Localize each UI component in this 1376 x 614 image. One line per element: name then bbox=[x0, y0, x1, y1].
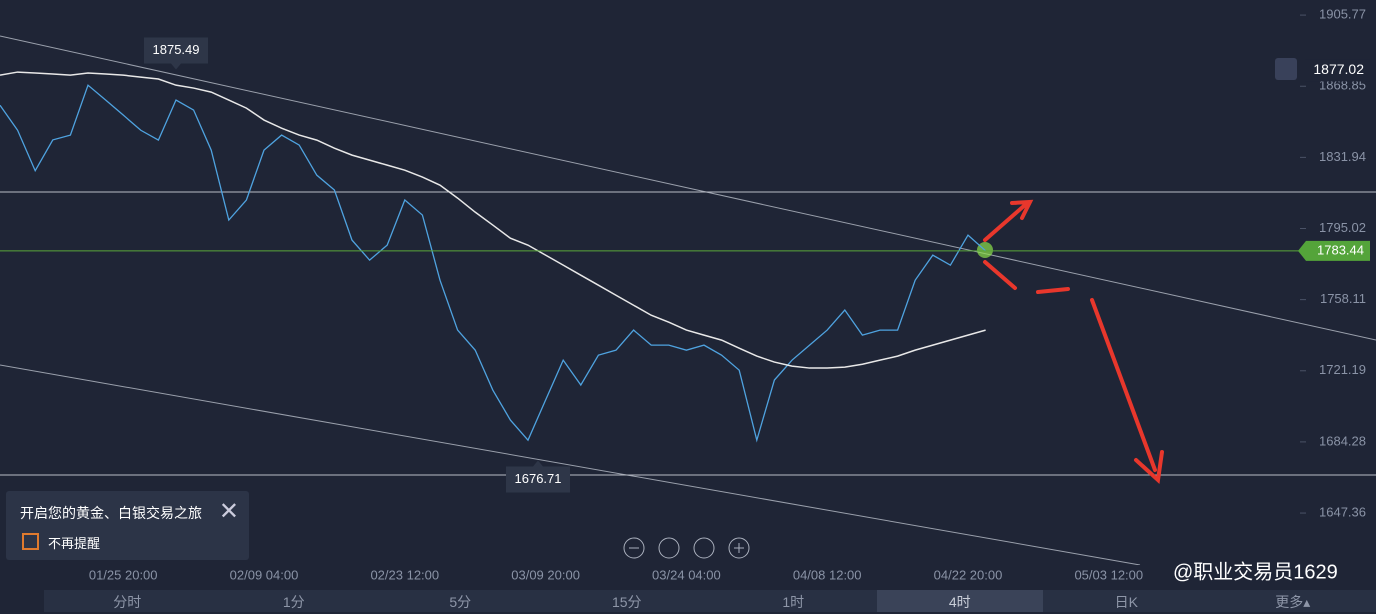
trend-line bbox=[0, 36, 1376, 340]
tab[interactable]: 5分 bbox=[377, 590, 544, 612]
close[interactable]: ✕ bbox=[219, 497, 239, 526]
tab[interactable]: 1时 bbox=[710, 590, 877, 612]
checkbox[interactable] bbox=[22, 533, 39, 550]
tab[interactable]: 1分 bbox=[211, 590, 378, 612]
current-price-label: 1783.44 bbox=[1317, 242, 1364, 257]
arrows bbox=[985, 202, 1162, 480]
y-tick-label: 1647.36 bbox=[1319, 504, 1366, 519]
nav-buttons[interactable] bbox=[624, 538, 749, 558]
popup: 开启您的黄金、白银交易之旅 ✕ 不再提醒 bbox=[6, 491, 249, 560]
x-tick-label: 02/23 12:00 bbox=[370, 567, 439, 582]
price-line bbox=[0, 85, 986, 440]
y-tick-label: 1905.77 bbox=[1319, 7, 1366, 22]
tab[interactable]: 更多▴ bbox=[1210, 590, 1376, 612]
y-tick-label: 1795.02 bbox=[1319, 220, 1366, 235]
tab[interactable]: 日K bbox=[1043, 590, 1210, 612]
popup-text: 开启您的黄金、白银交易之旅 bbox=[20, 503, 202, 523]
watermark: @职业交易员1629 bbox=[1173, 560, 1338, 583]
checkbox-label: 不再提醒 bbox=[48, 533, 100, 552]
alert-price-label: 1877.02 bbox=[1313, 61, 1364, 77]
y-tick-label: 1721.19 bbox=[1319, 362, 1366, 377]
x-tick-label: 03/24 04:00 bbox=[652, 567, 721, 582]
bell[interactable] bbox=[1275, 58, 1297, 80]
tab[interactable]: 4时 bbox=[877, 590, 1044, 612]
y-tick-label: 1758.11 bbox=[1320, 291, 1366, 306]
y-tick-label: 1831.94 bbox=[1319, 149, 1366, 164]
tab[interactable]: 分时 bbox=[44, 590, 211, 612]
callout-label: 1676.71 bbox=[515, 471, 562, 486]
x-tick-label: 03/09 20:00 bbox=[511, 567, 580, 582]
x-tick-label: 02/09 04:00 bbox=[230, 567, 299, 582]
x-tick-label: 04/08 12:00 bbox=[793, 567, 862, 582]
y-tick-label: 1684.28 bbox=[1319, 433, 1366, 448]
x-tick-label: 04/22 20:00 bbox=[934, 567, 1003, 582]
callout-label: 1875.49 bbox=[153, 42, 200, 57]
tab[interactable]: 15分 bbox=[544, 590, 711, 612]
x-tick-label: 01/25 20:00 bbox=[89, 567, 158, 582]
moving-average bbox=[0, 72, 986, 368]
x-tick-label: 05/03 12:00 bbox=[1074, 567, 1143, 582]
